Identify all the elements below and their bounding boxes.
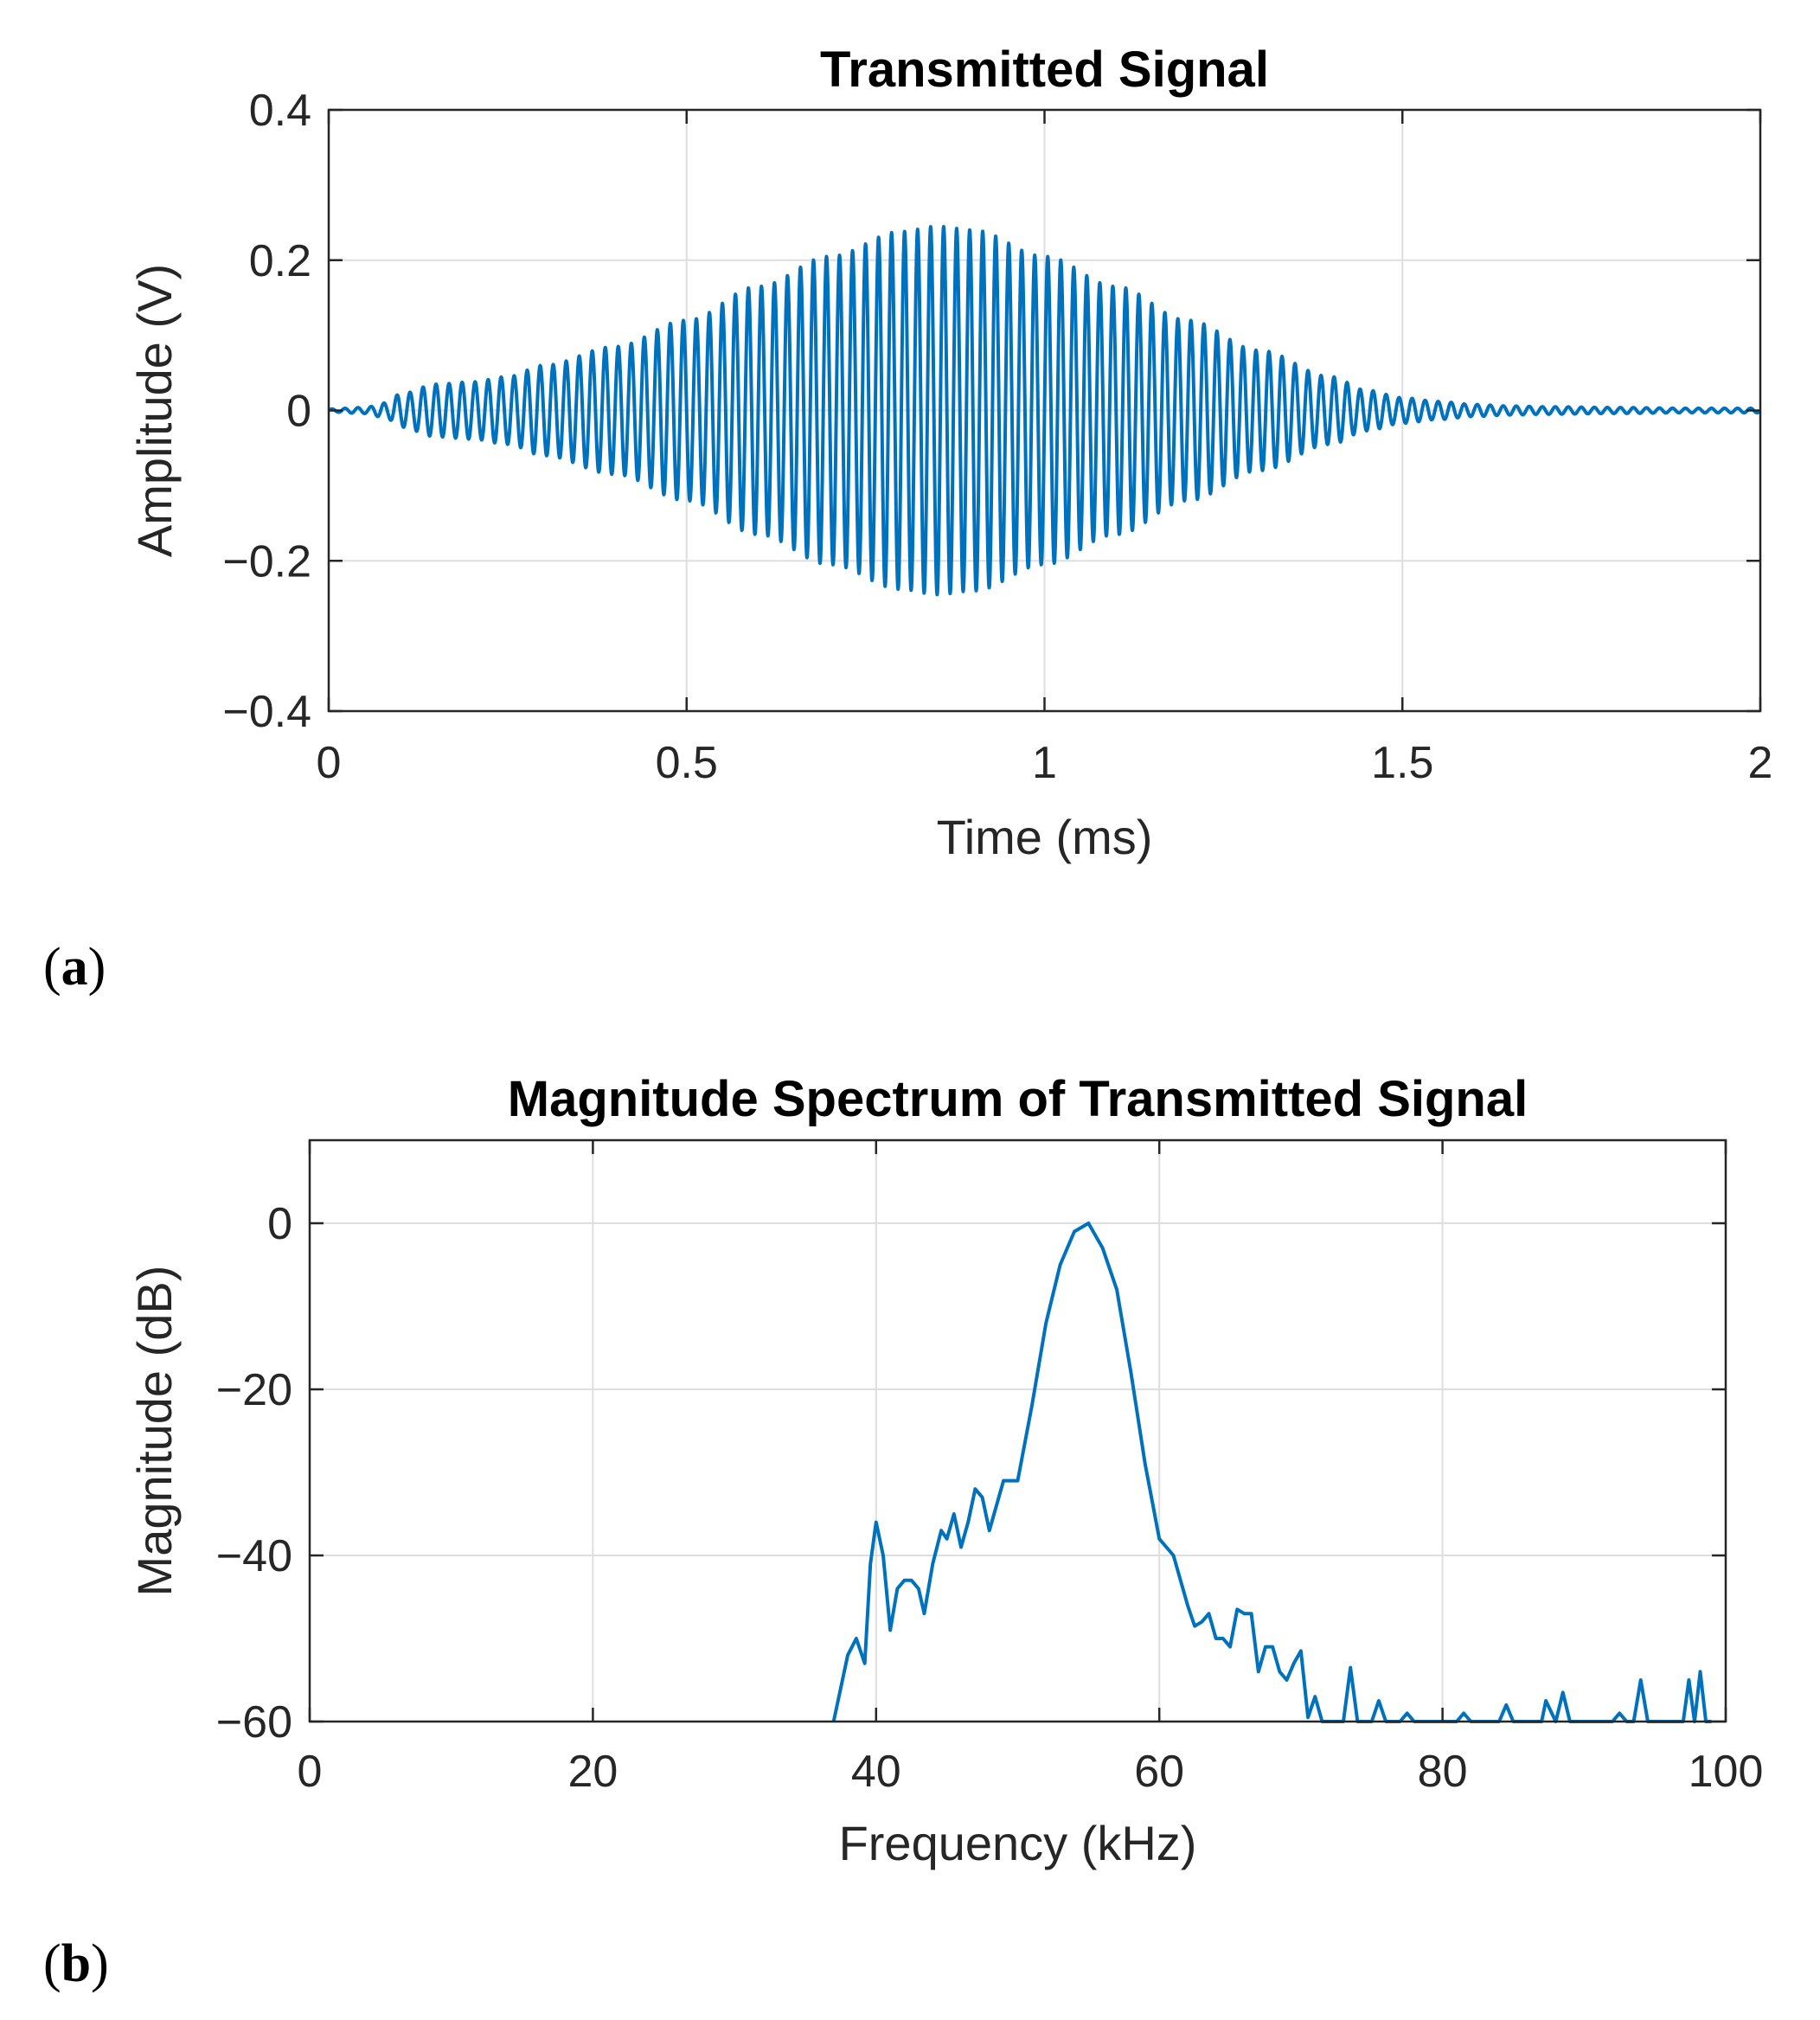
panel-paren-close: ) xyxy=(88,938,106,997)
x-tick-label: 0 xyxy=(317,738,342,788)
x-tick-labels: 0 20 40 60 80 100 xyxy=(298,1747,1764,1797)
panel-paren-close: ) xyxy=(91,1934,109,1993)
y-tick-labels: −60 −40 −20 0 xyxy=(216,1199,292,1747)
y-axis-label: Amplitude (V) xyxy=(127,264,182,557)
panel-letter: b xyxy=(61,1934,91,1993)
chart-title: Transmitted Signal xyxy=(820,42,1269,98)
tick-marks xyxy=(308,1140,1727,1723)
y-tick-label: −20 xyxy=(216,1365,292,1415)
x-tick-label: 1.5 xyxy=(1371,738,1433,788)
x-axis-label: Frequency (kHz) xyxy=(839,1816,1197,1870)
y-tick-label: 0.2 xyxy=(249,236,311,286)
y-tick-label: 0.4 xyxy=(249,86,311,136)
x-tick-label: 60 xyxy=(1134,1747,1184,1797)
spectrum-line xyxy=(831,1222,1712,1723)
signal-line xyxy=(327,225,1762,597)
x-tick-label: 100 xyxy=(1689,1747,1764,1797)
panel-letter: a xyxy=(61,938,88,997)
plot-frame xyxy=(308,1138,1727,1723)
x-tick-label: 2 xyxy=(1748,738,1773,788)
grid xyxy=(309,1140,1727,1722)
y-tick-label: −40 xyxy=(216,1531,292,1581)
panel-label-b: (b) xyxy=(43,1934,109,1993)
y-tick-label: −0.2 xyxy=(222,536,311,587)
y-tick-label: −60 xyxy=(216,1697,292,1747)
x-axis-label: Time (ms) xyxy=(937,810,1153,864)
y-axis-label: Magnitude (dB) xyxy=(127,1266,182,1597)
chart-magnitude-spectrum: 0 20 40 60 80 100 −60 −40 −20 0 Magnitude Spectr… xyxy=(127,1071,1763,1870)
tick-marks xyxy=(327,108,1762,713)
y-tick-labels: −0.4 −0.2 0 0.2 0.4 xyxy=(222,86,311,737)
x-tick-label: 0 xyxy=(298,1747,323,1797)
y-tick-label: −0.4 xyxy=(222,687,311,737)
x-tick-labels: 0 0.5 1 1.5 2 xyxy=(317,738,1773,788)
panel-paren-open: ( xyxy=(43,938,61,997)
panel-label-a: (a) xyxy=(43,938,106,997)
x-tick-label: 80 xyxy=(1418,1747,1468,1797)
panel-paren-open: ( xyxy=(43,1934,61,1993)
y-tick-label: 0 xyxy=(267,1199,292,1249)
x-tick-label: 20 xyxy=(567,1747,618,1797)
y-tick-label: 0 xyxy=(286,387,311,437)
x-tick-label: 1 xyxy=(1032,738,1057,788)
chart-transmitted-signal: 0 0.5 1 1.5 2 −0.4 −0.2 0 0.2 0.4 Transmitted Si… xyxy=(127,42,1772,864)
x-tick-label: 40 xyxy=(851,1747,901,1797)
x-tick-label: 0.5 xyxy=(656,738,718,788)
chart-title: Magnitude Spectrum of Transmitted Signal xyxy=(508,1071,1528,1127)
